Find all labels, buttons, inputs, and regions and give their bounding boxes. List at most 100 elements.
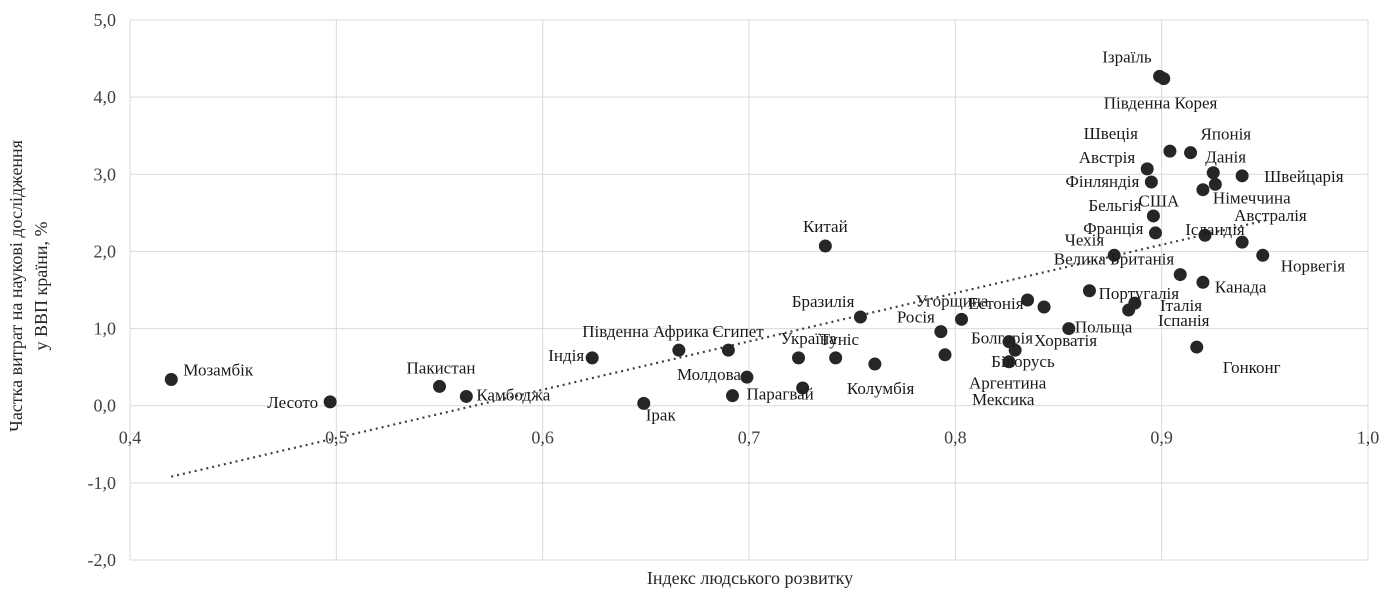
data-point (433, 379, 446, 393)
data-point (829, 351, 843, 365)
data-label: США (1139, 191, 1180, 210)
data-label: Лесото (267, 393, 318, 412)
data-point (1196, 183, 1210, 197)
data-label: Пакистан (407, 358, 476, 377)
data-point (853, 310, 867, 324)
data-label: Угорщина (916, 291, 989, 310)
data-label: Австрія (1079, 148, 1136, 167)
trendline (171, 219, 1266, 478)
data-label: Німеччина (1213, 189, 1291, 208)
data-label: Бразилія (792, 292, 855, 311)
data-label: Канада (1215, 277, 1267, 296)
data-point (1190, 340, 1204, 354)
data-point (796, 381, 810, 395)
data-label: Камбоджа (476, 385, 550, 404)
y-axis-ticks: -2,0 -1,0 0,0 1,0 2,0 3,0 4,0 5,0 (88, 10, 117, 570)
data-point (1002, 355, 1016, 369)
data-label: Норвегія (1281, 256, 1345, 275)
data-point (1140, 162, 1154, 176)
data-label: Колумбія (847, 379, 915, 398)
data-point (1021, 293, 1035, 307)
data-label: Швейцарія (1264, 167, 1344, 186)
x-tick-label: 0,6 (531, 428, 554, 448)
data-point (1146, 209, 1160, 223)
data-point (955, 312, 969, 326)
y-tick-label: 1,0 (94, 319, 117, 339)
data-label: Хорватія (1034, 331, 1097, 350)
data-point (672, 343, 686, 357)
data-point (1208, 177, 1222, 191)
data-label: Ізраїль (1102, 47, 1152, 66)
data-label: Туніс (820, 330, 860, 349)
data-point (164, 372, 178, 386)
x-tick-label: 0,7 (738, 428, 761, 448)
data-label: Гонконг (1223, 358, 1281, 377)
data-label: Чехія (1065, 230, 1105, 249)
gridlines (129, 19, 1369, 561)
data-label: Південна Африка (582, 322, 709, 341)
data-label: Данія (1205, 148, 1246, 167)
y-axis-title-line-1: Частка витрат на наукові дослідження (6, 140, 26, 432)
data-point (585, 351, 599, 365)
data-point (1037, 300, 1051, 314)
data-point (1163, 144, 1177, 158)
data-point (1184, 146, 1198, 160)
data-label: Швеція (1084, 124, 1138, 143)
data-point (740, 370, 754, 384)
y-tick-label: 4,0 (94, 87, 117, 107)
data-point (459, 389, 473, 403)
data-point (1256, 248, 1270, 262)
data-point (1173, 268, 1187, 282)
data-point (1198, 228, 1212, 242)
data-label: Австралія (1234, 206, 1307, 225)
data-label: Естонія (968, 294, 1023, 313)
y-tick-label: 0,0 (94, 396, 117, 416)
data-point (1206, 166, 1220, 180)
y-axis-title-line-2: у ВВП країни, % (31, 221, 51, 350)
data-label: Україна (780, 329, 837, 348)
data-label: Мексика (972, 390, 1035, 409)
y-axis-title: Частка витрат на наукові дослідження у В… (6, 140, 51, 432)
data-label: Індія (548, 346, 584, 365)
data-label: Аргентина (969, 374, 1047, 393)
data-label: Молдова (677, 365, 741, 384)
data-label: Бельгія (1088, 196, 1141, 215)
data-point (1148, 226, 1162, 240)
x-tick-label: 0,8 (944, 428, 967, 448)
data-points (164, 69, 1270, 410)
data-point (721, 343, 735, 357)
data-label: Ісландія (1185, 220, 1245, 239)
data-label: Фінляндія (1066, 172, 1140, 191)
data-label: Парагвай (746, 385, 813, 404)
data-label: Іспанія (1158, 311, 1210, 330)
y-tick-label: 3,0 (94, 164, 117, 184)
data-label: Франція (1083, 219, 1143, 238)
data-point (1235, 235, 1249, 249)
data-label: Китай (803, 217, 848, 236)
data-label: Італія (1160, 296, 1202, 315)
data-point (1008, 343, 1022, 357)
x-tick-label: 1,0 (1357, 428, 1380, 448)
data-point (1082, 284, 1096, 298)
data-point (1062, 322, 1076, 336)
data-label: Болгарія (971, 329, 1033, 348)
data-label: Польща (1075, 318, 1133, 337)
data-label: Ірак (646, 405, 677, 424)
x-axis-title: Індекс людського розвитку (647, 568, 853, 588)
data-point (1128, 296, 1142, 310)
data-label: Мозамбік (183, 360, 254, 379)
data-point (1144, 175, 1158, 189)
data-point (323, 395, 337, 409)
data-label: Велика Британія (1054, 250, 1175, 269)
data-point (792, 351, 806, 365)
x-axis-ticks: 0,4 0,5 0,6 0,7 0,8 0,9 1,0 (119, 428, 1380, 448)
data-point (1196, 275, 1210, 289)
data-label: Єгипет (712, 322, 764, 341)
data-point (868, 357, 882, 371)
y-tick-label: -2,0 (88, 550, 117, 570)
data-label: Білорусь (991, 352, 1055, 371)
y-tick-label: 2,0 (94, 241, 117, 261)
data-label: Португалія (1099, 284, 1180, 303)
